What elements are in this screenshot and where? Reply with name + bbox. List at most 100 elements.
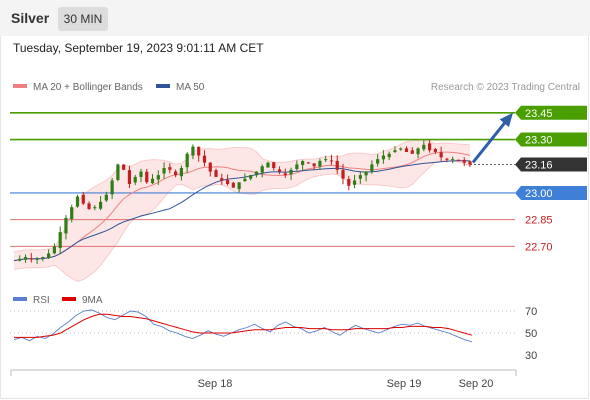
candle-body xyxy=(139,171,143,177)
candle-body xyxy=(370,164,374,172)
ma50-legend-label: MA 50 xyxy=(176,82,205,93)
rsi-tick-label: 50 xyxy=(525,328,537,340)
candle-body xyxy=(185,153,189,168)
candle-body xyxy=(335,160,339,170)
rsi-legend-label: RSI xyxy=(33,295,50,306)
candle-body xyxy=(110,180,114,195)
candle-body xyxy=(324,159,328,161)
rsi-legend-swatch xyxy=(13,297,27,301)
interval-button[interactable]: 30 MIN xyxy=(58,7,108,31)
candle-body xyxy=(358,175,362,179)
candle-body xyxy=(272,162,276,169)
candle-body xyxy=(318,160,322,167)
candle-body xyxy=(150,178,155,184)
candle-body xyxy=(266,162,270,168)
candle-body xyxy=(451,159,455,161)
ma20-legend-swatch xyxy=(13,84,27,88)
candle-body xyxy=(427,143,432,151)
candle-body xyxy=(87,203,91,209)
level-label: 23.00 xyxy=(525,188,553,200)
candle-body xyxy=(162,168,166,174)
level-label: 23.45 xyxy=(525,108,553,120)
candle-body xyxy=(191,146,195,156)
candle-body xyxy=(220,178,224,181)
rsi-legend: RSI 9MA xyxy=(13,295,103,306)
candle-body xyxy=(243,178,247,182)
candle-body xyxy=(156,175,160,180)
candle-body xyxy=(52,246,57,254)
candle-body xyxy=(445,158,449,160)
rsi-ma-line xyxy=(14,313,473,338)
candle-body xyxy=(249,175,253,179)
candle-body xyxy=(347,179,351,186)
candle-body xyxy=(260,166,264,173)
candle-body xyxy=(122,164,126,170)
candle-body xyxy=(179,168,183,177)
candle-body xyxy=(295,164,299,170)
level-price-tag xyxy=(515,157,587,172)
candle-body xyxy=(301,160,305,165)
candle-body xyxy=(104,194,108,201)
candle-body xyxy=(133,176,137,183)
candle-body xyxy=(237,182,241,190)
level-22-70: 22.70 xyxy=(10,241,553,253)
candle-body xyxy=(98,201,103,209)
rsi-ma-legend-swatch xyxy=(62,297,76,301)
level-label: 22.85 xyxy=(525,215,553,227)
top-bar: Silver 30 MIN xyxy=(0,0,590,36)
candle-body xyxy=(29,258,33,260)
candle-body xyxy=(197,146,201,156)
price-legend: MA 20 + Bollinger Bands MA 50 xyxy=(13,82,205,93)
candle-body xyxy=(462,160,466,163)
candle-body xyxy=(47,253,51,259)
level-23-30: 23.30 xyxy=(10,132,587,147)
candles xyxy=(18,139,472,265)
symbol-title: Silver xyxy=(11,10,50,26)
level-23-16: 23.16 xyxy=(470,157,587,172)
candle-body xyxy=(174,171,178,176)
level-label: 23.30 xyxy=(525,135,553,147)
rsi-ma-legend-label: 9MA xyxy=(82,295,103,306)
candle-body xyxy=(329,160,334,162)
level-price-tag xyxy=(515,105,587,120)
candle-body xyxy=(376,159,380,164)
level-price-tag xyxy=(515,185,587,200)
level-23-00: 23.00 xyxy=(10,185,587,200)
candle-body xyxy=(23,257,28,260)
candle-body xyxy=(341,169,345,179)
chart-timestamp: Tuesday, September 19, 2023 9:01:11 AM C… xyxy=(13,41,264,55)
level-23-45: 23.45 xyxy=(10,105,587,120)
candle-body xyxy=(116,164,120,180)
candle-body xyxy=(456,159,461,161)
ma20-legend-label: MA 20 + Bollinger Bands xyxy=(33,82,143,93)
candle-body xyxy=(70,207,74,219)
candle-body xyxy=(225,179,230,185)
candle-body xyxy=(277,169,282,172)
ma50-legend-swatch xyxy=(156,84,170,88)
candle-body xyxy=(41,257,45,259)
candle-body xyxy=(75,196,80,207)
watermark-text: Research © 2023 Trading Central xyxy=(431,82,580,93)
candle-body xyxy=(58,232,62,248)
candle-body xyxy=(289,169,293,175)
candle-body xyxy=(399,148,403,150)
candle-body xyxy=(18,258,22,261)
ma20-line xyxy=(13,151,471,262)
candle-body xyxy=(81,194,85,204)
level-label: 22.70 xyxy=(525,241,553,253)
rsi-line xyxy=(13,309,473,343)
candle-body xyxy=(387,153,391,158)
candle-body xyxy=(381,155,386,160)
x-tick-label: Sep 19 xyxy=(387,378,422,390)
candle-body xyxy=(208,162,212,172)
candle-body xyxy=(410,150,414,154)
candle-body xyxy=(35,258,39,260)
candle-body xyxy=(254,171,259,176)
candle-body xyxy=(404,148,409,152)
candle-body xyxy=(364,171,368,176)
ma50-line xyxy=(13,160,471,262)
candle-body xyxy=(231,182,235,188)
candle-body xyxy=(439,152,443,158)
candle-body xyxy=(422,144,426,150)
